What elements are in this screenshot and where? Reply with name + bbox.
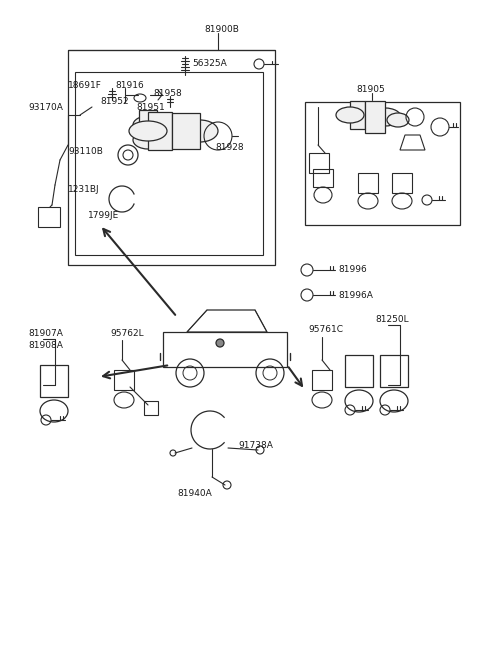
- Text: 81952: 81952: [100, 96, 129, 105]
- Bar: [313, 169, 333, 187]
- Bar: [358, 173, 378, 193]
- Text: 1231BJ: 1231BJ: [68, 185, 100, 193]
- Bar: [68, 50, 275, 265]
- Text: 81907A: 81907A: [28, 329, 63, 337]
- Circle shape: [216, 339, 224, 347]
- Text: 93110B: 93110B: [68, 147, 103, 157]
- Text: 81908A: 81908A: [28, 341, 63, 350]
- Text: 18691F: 18691F: [68, 81, 102, 90]
- Text: 95761C: 95761C: [308, 326, 343, 335]
- Ellipse shape: [369, 108, 401, 126]
- Bar: [139, 110, 157, 140]
- Text: 81928: 81928: [215, 143, 244, 151]
- Text: 81958: 81958: [153, 90, 182, 98]
- Bar: [163, 332, 287, 367]
- Bar: [75, 72, 263, 255]
- Bar: [172, 113, 200, 149]
- Ellipse shape: [336, 107, 364, 123]
- Text: 81996: 81996: [338, 265, 367, 274]
- Text: 93170A: 93170A: [28, 102, 63, 111]
- Text: 81940A: 81940A: [178, 489, 212, 498]
- Polygon shape: [400, 135, 425, 150]
- Bar: [309, 153, 329, 173]
- Ellipse shape: [40, 400, 68, 422]
- Ellipse shape: [380, 390, 408, 412]
- Ellipse shape: [351, 107, 379, 123]
- Bar: [40, 365, 68, 397]
- Text: 81951: 81951: [136, 102, 165, 111]
- Text: 81996A: 81996A: [338, 291, 373, 299]
- Bar: [345, 355, 373, 387]
- Text: 56325A: 56325A: [192, 60, 227, 69]
- Bar: [312, 370, 332, 390]
- Bar: [148, 112, 172, 150]
- Ellipse shape: [182, 120, 218, 142]
- Text: 81905: 81905: [356, 86, 385, 94]
- Text: 95762L: 95762L: [110, 329, 144, 337]
- Ellipse shape: [129, 121, 167, 141]
- Bar: [392, 173, 412, 193]
- Bar: [114, 370, 134, 390]
- Bar: [365, 101, 385, 133]
- Text: 81900B: 81900B: [204, 26, 239, 35]
- Bar: [144, 401, 158, 415]
- Text: 81250L: 81250L: [375, 316, 408, 324]
- Text: 91738A: 91738A: [238, 441, 273, 449]
- Bar: [380, 355, 408, 387]
- Bar: [38, 207, 60, 227]
- Ellipse shape: [345, 390, 373, 412]
- Ellipse shape: [153, 121, 191, 141]
- Ellipse shape: [133, 116, 163, 134]
- Polygon shape: [187, 310, 267, 332]
- Ellipse shape: [133, 131, 163, 149]
- Text: 1799JE: 1799JE: [88, 210, 119, 219]
- Bar: [350, 101, 365, 129]
- Text: 81916: 81916: [115, 81, 144, 90]
- Bar: [305, 102, 460, 225]
- Ellipse shape: [387, 113, 409, 127]
